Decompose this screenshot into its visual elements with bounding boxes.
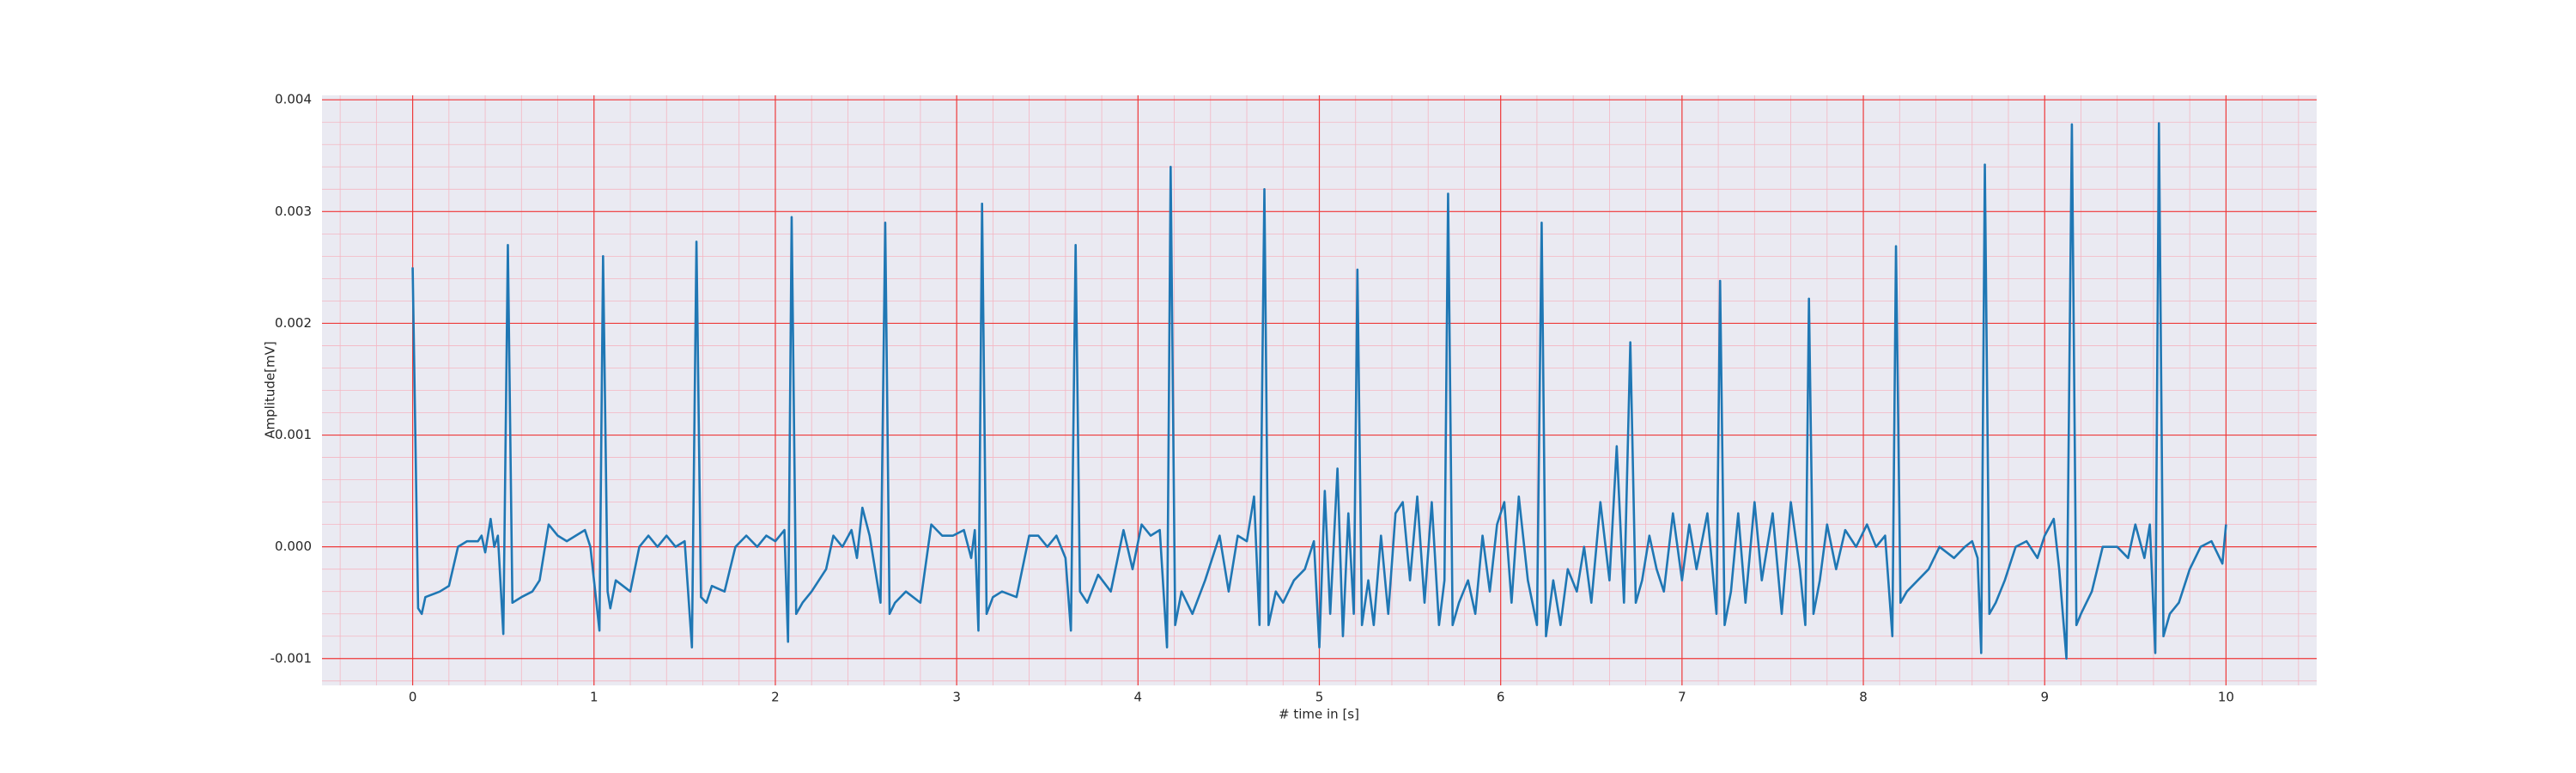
x-tick-label: 7 (1678, 690, 1686, 705)
y-tick-label: 0.004 (275, 92, 312, 107)
y-tick-label: 0.001 (275, 427, 312, 442)
x-tick-label: 6 (1497, 690, 1505, 705)
x-tick-label: 2 (771, 690, 780, 705)
x-tick-label: 9 (2040, 690, 2049, 705)
x-tick-label: 5 (1315, 690, 1324, 705)
y-axis-label: Amplitude[mV] (263, 341, 278, 438)
x-tick-label: 3 (952, 690, 961, 705)
x-tick-label: 4 (1134, 690, 1143, 705)
x-tick-label: 0 (409, 690, 417, 705)
x-axis-label: # time in [s] (1279, 707, 1359, 722)
y-tick-label: 0.002 (275, 315, 312, 331)
x-tick-label: 1 (590, 690, 598, 705)
x-tick-label: 8 (1859, 690, 1868, 705)
y-tick-label: -0.001 (270, 650, 312, 666)
y-tick-label: 0.003 (275, 204, 312, 219)
data-line (411, 122, 2227, 660)
y-tick-label: 0.000 (275, 539, 312, 554)
x-tick-label: 10 (2218, 690, 2234, 705)
